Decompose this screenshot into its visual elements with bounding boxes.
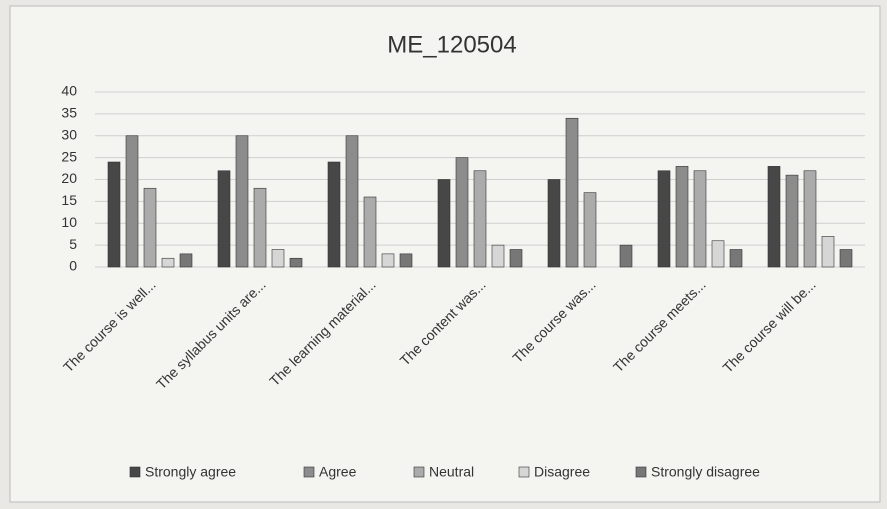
legend-label: Disagree xyxy=(534,464,590,480)
bar xyxy=(767,166,781,268)
bar xyxy=(399,253,413,268)
legend-label: Strongly disagree xyxy=(651,464,760,480)
legend-swatch xyxy=(413,466,425,478)
bar xyxy=(363,196,377,268)
bar xyxy=(437,179,451,268)
y-tick-label: 15 xyxy=(61,192,77,208)
legend-label: Strongly agree xyxy=(145,464,236,480)
bar xyxy=(583,192,597,268)
bar xyxy=(345,135,359,268)
bar xyxy=(473,170,487,268)
bar xyxy=(785,174,799,268)
bar xyxy=(271,249,285,268)
bar xyxy=(455,157,469,268)
bar xyxy=(729,249,743,268)
bar xyxy=(161,257,175,268)
bar xyxy=(657,170,671,268)
y-tick-label: 0 xyxy=(69,258,77,274)
bar xyxy=(125,135,139,268)
y-tick-label: 35 xyxy=(61,105,77,121)
bar xyxy=(107,161,121,268)
bar xyxy=(711,240,725,268)
y-tick-label: 10 xyxy=(61,214,77,230)
bar xyxy=(179,253,193,268)
bar xyxy=(693,170,707,268)
legend-swatch xyxy=(518,466,530,478)
bar xyxy=(547,179,561,268)
legend-swatch xyxy=(303,466,315,478)
bar xyxy=(509,249,523,268)
bar xyxy=(491,244,505,268)
bar xyxy=(143,187,157,268)
bar xyxy=(565,117,579,268)
bar xyxy=(619,244,633,268)
bar xyxy=(217,170,231,268)
chart-title: ME_120504 xyxy=(387,31,516,58)
bar xyxy=(821,236,835,268)
y-tick-label: 30 xyxy=(61,126,77,142)
y-tick-label: 20 xyxy=(61,170,77,186)
y-tick-label: 25 xyxy=(61,148,77,164)
bar xyxy=(289,257,303,268)
bar xyxy=(253,187,267,268)
legend-label: Agree xyxy=(319,464,357,480)
legend-swatch xyxy=(635,466,647,478)
legend-swatch xyxy=(129,466,141,478)
bar xyxy=(803,170,817,268)
y-tick-label: 40 xyxy=(61,83,77,99)
y-tick-label: 5 xyxy=(69,236,77,252)
bar xyxy=(235,135,249,268)
legend-label: Neutral xyxy=(429,464,474,480)
bar xyxy=(327,161,341,268)
bar xyxy=(675,166,689,268)
bar xyxy=(381,253,395,268)
bar xyxy=(839,249,853,268)
